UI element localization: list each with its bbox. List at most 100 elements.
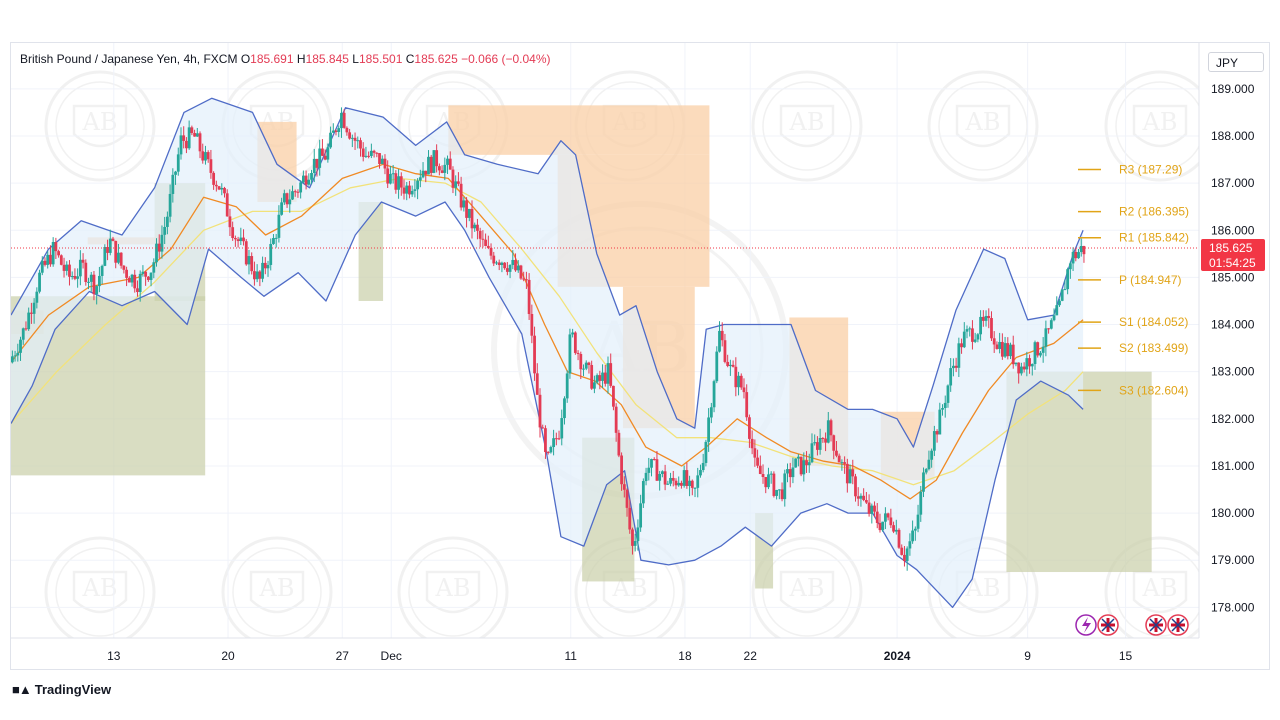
candle (690, 479, 694, 496)
candle-body (486, 245, 490, 248)
candle-body (386, 168, 390, 184)
candle-body (788, 469, 792, 478)
candle (682, 465, 686, 488)
candle-body (68, 264, 71, 277)
candle (84, 259, 88, 286)
candle (658, 470, 662, 491)
candle (677, 476, 681, 487)
candle-body (677, 482, 681, 486)
candle (111, 236, 115, 242)
candle-body (563, 398, 566, 419)
candle (176, 147, 180, 176)
candle-body (807, 462, 811, 466)
candle (130, 273, 134, 287)
price-tick-label: 185.000 (1211, 270, 1255, 284)
candle (397, 169, 400, 199)
candle-body (32, 302, 36, 314)
candle-body (92, 274, 96, 295)
candle (1055, 296, 1059, 316)
candle (973, 332, 977, 344)
candle (514, 253, 517, 272)
candle-body (503, 262, 507, 269)
candle-body (117, 252, 120, 263)
candle (748, 414, 751, 448)
candle (165, 211, 169, 235)
candle-body (508, 265, 512, 272)
candle (239, 227, 243, 246)
candle (633, 533, 637, 552)
pivot-label-r1: R1 (185.842) (1119, 231, 1189, 245)
candle (628, 499, 632, 534)
candle-body (1022, 366, 1026, 370)
currency-button[interactable]: JPY (1208, 52, 1264, 72)
candle-body (223, 187, 226, 194)
candle-body (206, 152, 210, 160)
candle (29, 302, 33, 324)
candle (813, 434, 817, 446)
candle-body (443, 164, 447, 173)
candle-body (1047, 328, 1050, 330)
candle (266, 260, 270, 277)
candle (660, 470, 664, 478)
candle-body (13, 355, 17, 357)
candle-body (957, 343, 961, 368)
candle (146, 276, 150, 282)
candle (489, 243, 493, 260)
candle (389, 166, 392, 185)
candle-body (631, 529, 634, 546)
candle-body (938, 409, 942, 435)
candle-body (195, 133, 199, 137)
candle (193, 129, 196, 137)
candle (794, 458, 798, 468)
candle (527, 273, 531, 320)
candle (767, 467, 770, 490)
candle (258, 270, 262, 287)
pivot-label-p: P (184.947) (1119, 273, 1182, 287)
pivot-label-r2: R2 (186.395) (1119, 205, 1189, 219)
candle (845, 458, 849, 493)
candle (606, 356, 610, 394)
candle (652, 457, 656, 461)
candle-body (1082, 246, 1086, 255)
candle (758, 455, 762, 475)
candle-body (840, 462, 844, 464)
candle-body (76, 276, 80, 279)
candle (560, 409, 564, 446)
chart-frame[interactable] (10, 42, 1270, 670)
candle-body (179, 135, 183, 155)
candle-body (122, 265, 126, 270)
candle (688, 475, 691, 497)
candle-body (973, 339, 977, 342)
candle-body (16, 352, 20, 356)
candle-body (307, 179, 311, 185)
candle (780, 482, 784, 502)
time-tick-label: 22 (744, 649, 758, 663)
candle (321, 139, 324, 157)
candle (666, 480, 670, 486)
pivot-label-s1: S1 (184.052) (1119, 315, 1188, 329)
candle (875, 503, 879, 529)
candle-body (824, 438, 827, 443)
candle (340, 107, 343, 138)
candle (976, 333, 980, 343)
candle-body (750, 438, 754, 449)
watermark-shield-icon (249, 570, 305, 614)
candle-body (761, 474, 765, 478)
candle-body (552, 438, 555, 448)
candle-body (437, 166, 441, 171)
candle-body (84, 262, 88, 282)
candle (304, 170, 308, 190)
candle (342, 109, 346, 129)
tradingview-brand[interactable]: ■▲ TradingView (12, 682, 111, 697)
plot-area: ABABABABABABABABABABABABABABAB (11, 43, 1199, 638)
candle-body (103, 247, 107, 266)
candle-body (582, 368, 585, 370)
candle (965, 325, 969, 339)
candle (448, 151, 452, 170)
high-label: H (296, 52, 306, 66)
candle (57, 249, 60, 258)
watermark-ring (221, 536, 333, 638)
candle-body (209, 159, 213, 173)
watermark-ring-inner (232, 547, 322, 637)
